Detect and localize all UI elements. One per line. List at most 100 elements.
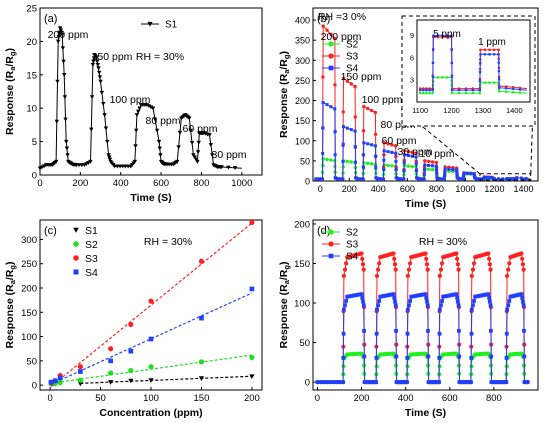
inset-point-S2 [497,89,501,93]
data-point-S4 [522,354,527,359]
data-point-S3 [343,261,349,266]
data-point-S4 [374,380,378,384]
data-point-S1 [108,380,114,385]
data-point-S4 [321,151,325,156]
y-label-part: /R [278,59,290,70]
x-tick-label: 200 [72,178,88,189]
data-point-S4 [370,143,374,147]
y-tick-label: 15 [26,70,37,81]
data-point-S4 [345,126,349,130]
data-point-S4 [488,328,493,333]
data-point-S4 [362,354,367,359]
inset-point-S3 [479,48,482,52]
inset-point-S4 [457,88,461,92]
data-point-S3 [439,261,445,266]
data-point-S4 [439,303,443,308]
data-point-S3 [108,346,114,352]
data-point-S4 [108,358,113,364]
data-point-S2 [386,163,390,168]
y-tick-label: 150 [295,116,310,126]
legend-label: S3 [346,52,359,63]
data-point-S3 [128,321,134,328]
inset-point-S4 [478,71,482,74]
data-point-S4 [48,379,54,385]
x-tick-label: 600 [153,178,169,189]
data-point-S4 [321,101,325,105]
y-label-part: ) [278,262,290,266]
data-point-S4 [402,169,406,173]
data-point-S4 [382,168,386,172]
data-point-S1 [65,153,70,158]
data-point-S4 [475,177,479,181]
data-point-S1 [132,159,138,164]
data-point-S4 [497,177,501,181]
data-point-S3 [471,261,477,266]
inset-point-S2 [445,76,449,79]
data-point-S2 [426,167,431,171]
data-point-S4 [394,354,399,359]
fit-line-S1 [80,375,252,384]
data-point-S4 [457,354,462,359]
y-tick-label: 50 [300,156,310,166]
data-point-S4 [334,380,339,384]
data-point-S1 [99,90,105,95]
data-point-S1 [158,153,163,158]
inset-point-S2 [483,81,487,84]
inset-point-S4 [497,78,501,81]
panel-0: 0 200 400 600 800 1000 0 5 10 15 20 25 Time (S) Respo… [4,4,263,204]
data-point-S3 [424,262,430,267]
data-point-S4 [378,177,382,181]
data-point-S4 [521,299,525,304]
inset-y-tick-label: 9 [410,31,414,40]
data-point-S4 [408,299,412,303]
y-label-part: Response (R [278,73,290,138]
data-point-S1 [188,128,193,133]
data-point-S4 [382,149,386,153]
data-point-S1 [95,63,101,67]
inset-point-S2 [431,91,434,95]
data-point-S4 [353,145,357,149]
inset-x-tick-label: 1200 [443,106,460,115]
data-point-S4 [469,307,474,312]
data-point-S1 [189,140,195,145]
x-tick-label: 1000 [455,184,475,194]
data-point-S4 [424,295,429,300]
data-point-S4 [360,295,365,300]
data-point-S4 [349,128,353,132]
data-point-S4 [455,168,459,172]
annotation: 60 ppm [381,135,416,147]
data-point-S1 [60,46,66,51]
data-point-S4 [353,160,358,164]
data-point-S2 [198,359,205,365]
inset-point-S4 [497,53,500,56]
y-label-part: g [8,265,17,270]
data-point-S4 [465,171,469,175]
data-point-S4 [337,380,342,384]
inset-point-S4 [431,48,435,51]
x-axis-label: Time (S) [405,198,446,210]
inset-point-S4 [418,88,422,92]
data-point-S3 [360,256,365,261]
legend-marker [328,229,334,235]
data-point-S4 [394,328,398,333]
inset-point-S4 [492,53,496,56]
data-point-S4 [487,295,491,300]
data-point-S4 [333,107,337,111]
legend-marker [73,255,79,261]
data-point-S3 [469,273,474,279]
plot-frame [39,7,263,176]
y-tick-label: 100 [294,299,310,310]
data-point-S4 [361,165,365,169]
legend-label: S2 [346,40,359,51]
inset-y-tick-label: 3 [410,76,414,85]
data-point-S4 [423,292,428,297]
data-point-S4 [358,177,362,181]
data-point-S1 [150,106,156,111]
data-point-S3 [519,251,524,256]
data-point-S4 [435,168,439,172]
data-point-S1 [63,117,68,122]
data-point-S4 [405,307,410,312]
data-point-S3 [321,75,325,79]
panel-3: 0 200 400 600 800 0 50 100 150 200 Time (S) Respons… [278,219,539,419]
data-point-S1 [148,105,154,110]
